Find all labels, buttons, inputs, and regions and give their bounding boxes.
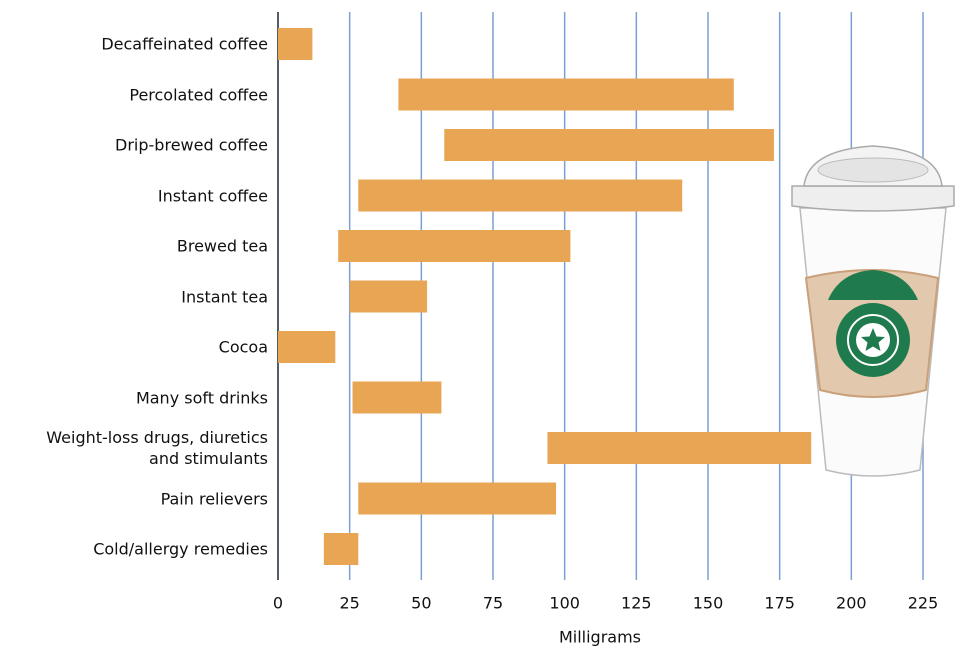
- x-tick-label: 125: [621, 594, 652, 613]
- bar: [444, 129, 774, 161]
- y-tick-label: Decaffeinated coffee: [101, 34, 268, 54]
- bar: [278, 28, 313, 60]
- x-tick-label: 0: [273, 594, 283, 613]
- bar: [398, 78, 734, 111]
- y-tick-label: Cold/allergy remedies: [93, 539, 268, 559]
- x-axis-title: Milligrams: [559, 628, 641, 647]
- x-tick-label: 75: [483, 594, 503, 613]
- y-tick-label: Percolated coffee: [129, 85, 268, 104]
- y-tick-label: Instant tea: [181, 287, 268, 306]
- bar: [352, 381, 442, 414]
- bar: [547, 432, 812, 464]
- x-tick-label: 100: [549, 594, 580, 613]
- x-tick-label: 150: [693, 594, 724, 613]
- bar: [323, 533, 359, 565]
- y-tick-label: Cocoa: [218, 337, 268, 357]
- y-tick-label: Brewed tea: [176, 236, 268, 256]
- y-tick-label: Weight-loss drugs, diuretics and stimula…: [46, 428, 268, 468]
- x-tick-label: 50: [411, 594, 431, 613]
- x-tick-label: 25: [339, 594, 359, 613]
- x-tick-label: 200: [836, 594, 867, 613]
- y-tick-label: Drip-brewed coffee: [115, 135, 268, 155]
- bar: [278, 331, 336, 363]
- bar: [358, 179, 683, 212]
- bar: [338, 230, 571, 262]
- bar: [349, 280, 428, 313]
- bar: [358, 482, 557, 515]
- coffee-cup: [791, 145, 955, 477]
- x-tick-label: 225: [908, 594, 939, 613]
- y-tick-label: Many soft drinks: [135, 388, 268, 407]
- x-tick-label: 175: [764, 594, 795, 613]
- y-tick-label: Instant coffee: [157, 186, 268, 205]
- y-tick-label: Pain relievers: [160, 489, 268, 508]
